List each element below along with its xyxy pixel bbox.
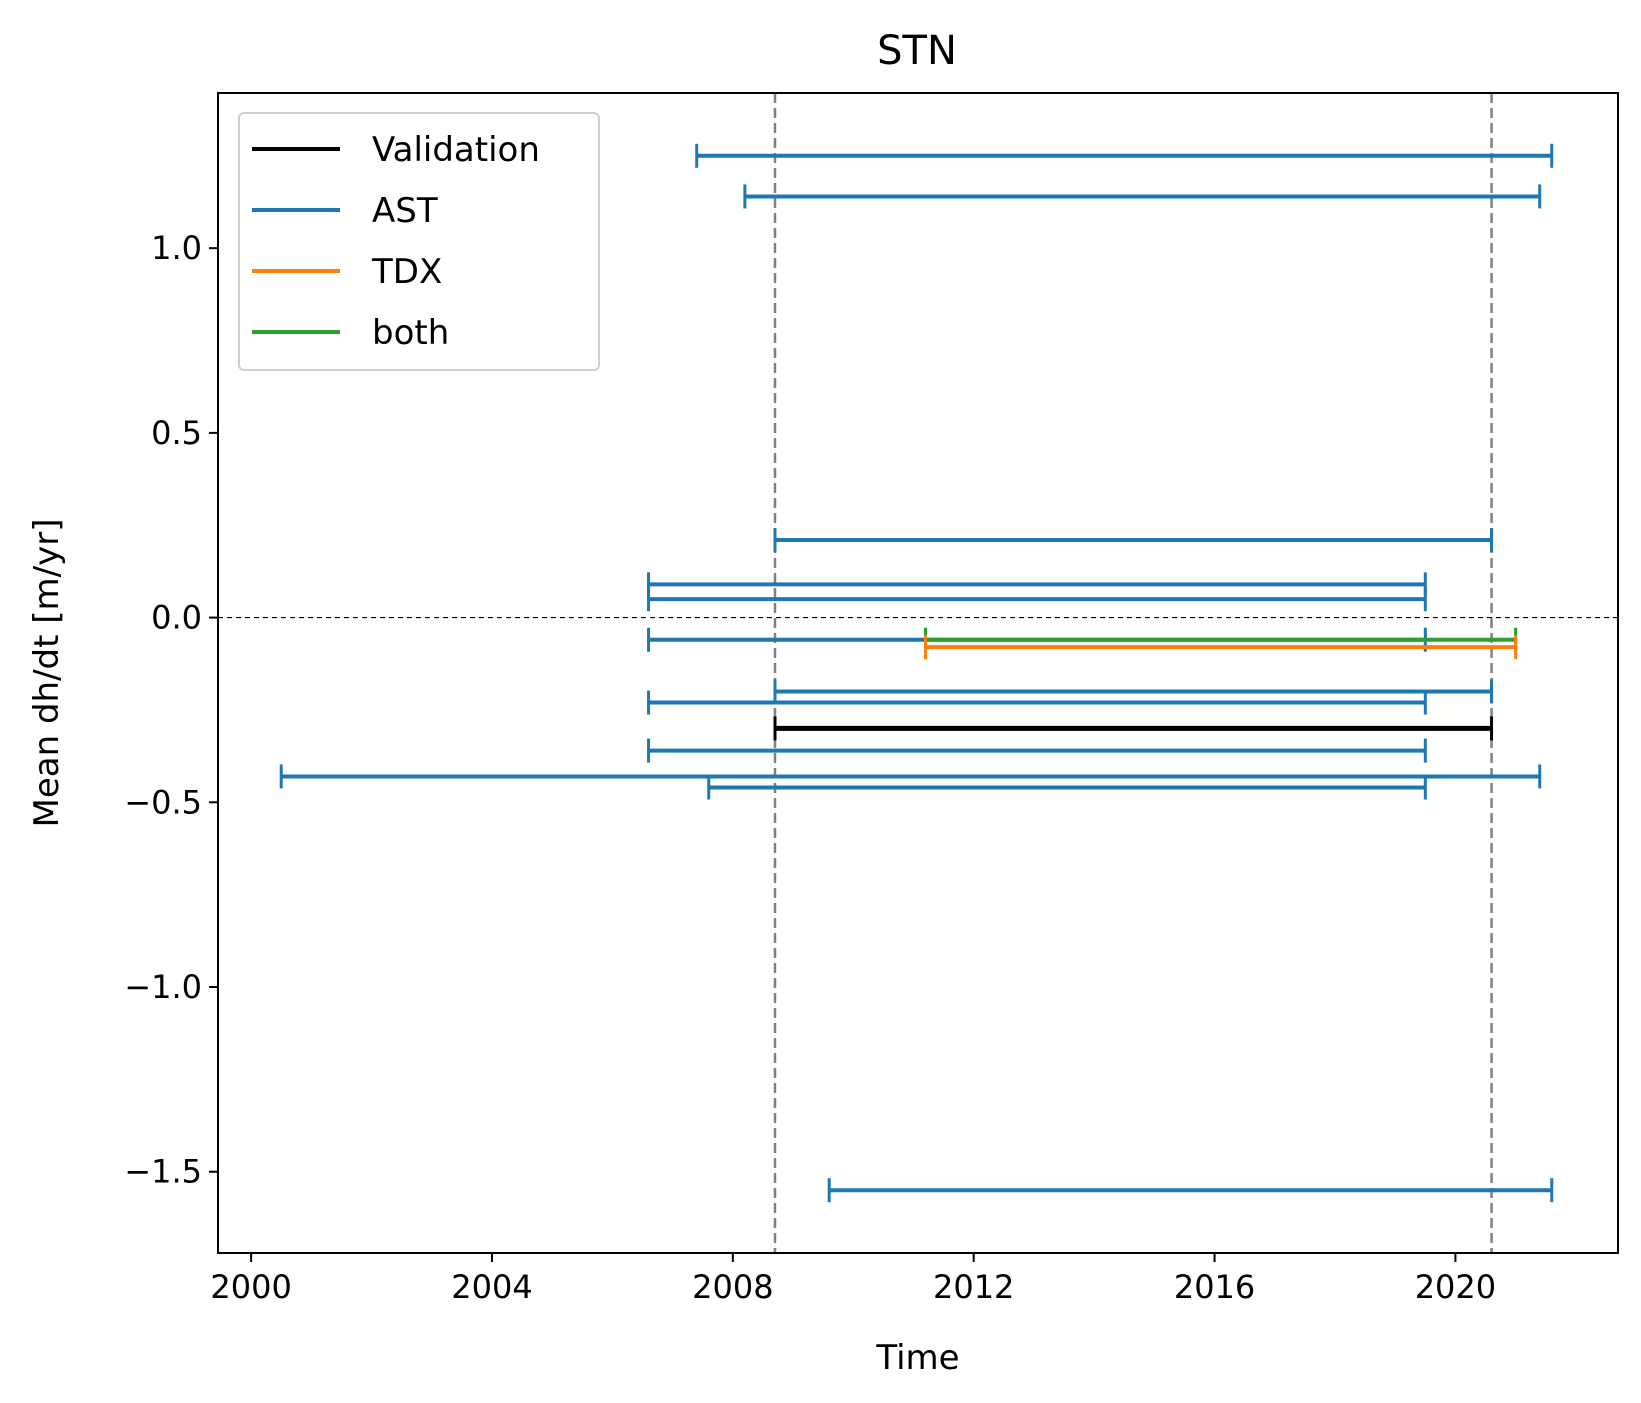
ast-interval-11 <box>707 775 1427 800</box>
y-tick-label: 0.0 <box>151 599 202 637</box>
ast-interval-10 <box>279 764 1542 789</box>
y-axis-ticks: 1.0 0.5 0.0 −0.5 −1.0 −1.5 <box>124 229 218 1191</box>
y-tick-label: 1.0 <box>151 229 202 267</box>
ast-interval-5 <box>647 587 1427 612</box>
plot-frame <box>217 92 1619 1254</box>
validation-interval-1 <box>773 716 1494 741</box>
x-tick-label: 2004 <box>451 1268 532 1306</box>
x-tick-label: 2000 <box>210 1268 291 1306</box>
x-tick-label: 2008 <box>692 1268 773 1306</box>
legend-label-both: both <box>372 313 449 353</box>
reference-lines <box>218 93 1618 1253</box>
x-tick-label: 2012 <box>933 1268 1014 1306</box>
y-tick-label: −1.5 <box>124 1153 202 1191</box>
x-tick-label: 2020 <box>1415 1268 1496 1306</box>
y-tick-label: −1.0 <box>124 968 202 1006</box>
ast-interval-3 <box>773 528 1494 553</box>
ast-interval-7 <box>773 679 1494 704</box>
y-tick-label: −0.5 <box>124 783 202 821</box>
ast-interval-1 <box>695 143 1554 168</box>
ast-interval-12 <box>827 1178 1554 1203</box>
interval-bars <box>279 143 1554 1203</box>
legend: Validation AST TDX both <box>238 112 600 371</box>
legend-label-tdx: TDX <box>371 252 442 292</box>
x-axis-label: Time <box>875 1338 959 1378</box>
y-tick-label: 0.5 <box>151 414 202 452</box>
x-axis-ticks: 2000 2004 2008 2012 2016 2020 <box>210 1253 1496 1306</box>
chart-title: STN <box>877 28 957 74</box>
legend-box <box>238 112 600 371</box>
ast-interval-2 <box>743 184 1542 209</box>
legend-label-validation: Validation <box>372 130 540 170</box>
legend-label-ast: AST <box>372 191 438 231</box>
ast-interval-4 <box>647 572 1427 597</box>
x-tick-label: 2016 <box>1174 1268 1255 1306</box>
tdx-interval-1 <box>924 635 1518 660</box>
ast-interval-8 <box>647 690 1427 715</box>
ast-interval-9 <box>647 738 1427 763</box>
y-axis-label: Mean dh/dt [m/yr] <box>27 519 67 828</box>
